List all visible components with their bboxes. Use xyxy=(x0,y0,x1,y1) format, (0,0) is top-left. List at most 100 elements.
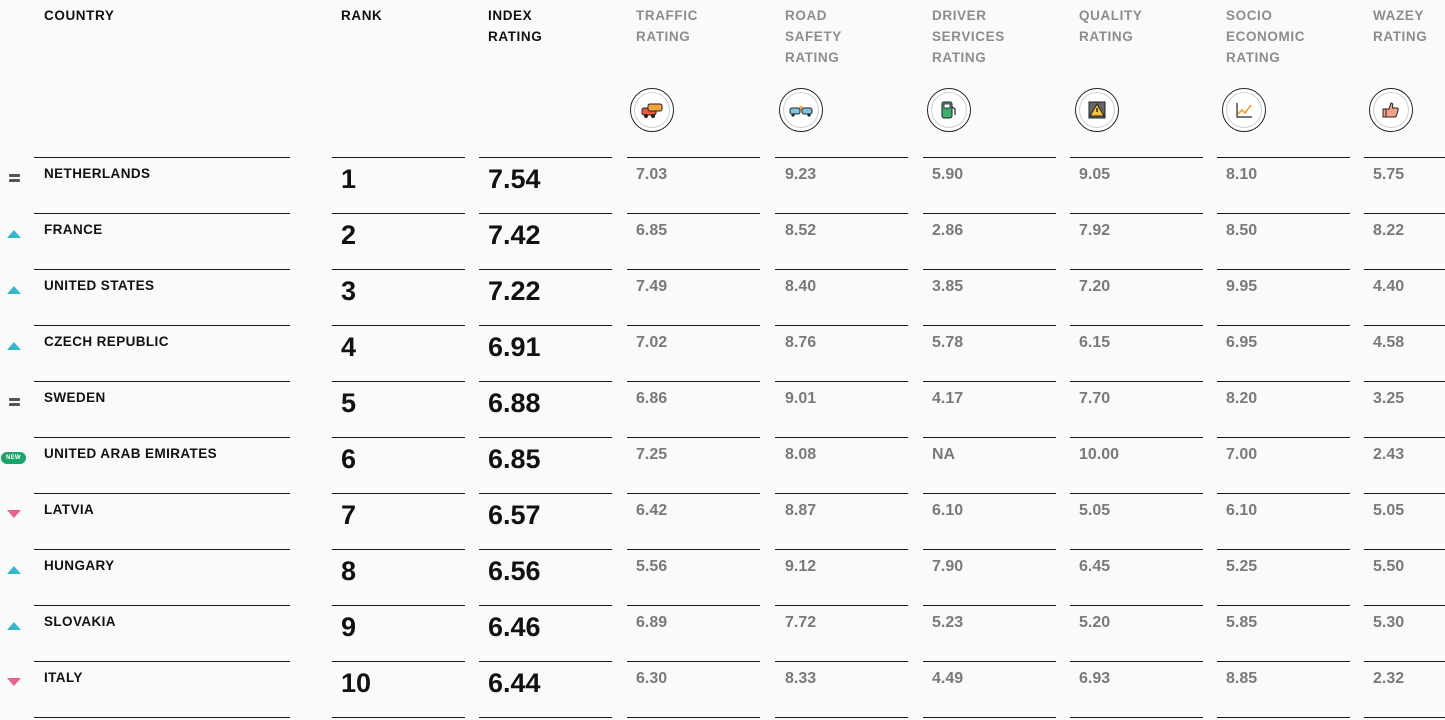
cell-wazey: 4.40 xyxy=(1373,278,1405,295)
cell-wazey: 2.43 xyxy=(1373,446,1405,463)
table-row[interactable]: CZECH REPUBLIC 4 6.91 7.02 8.76 5.78 6.15 6.95 4… xyxy=(0,325,1445,381)
row-divider xyxy=(1364,269,1445,270)
row-divider xyxy=(479,549,612,550)
cell-quality: 6.93 xyxy=(1079,670,1111,687)
row-divider xyxy=(1364,213,1445,214)
row-divider xyxy=(923,605,1056,606)
row-divider xyxy=(1070,605,1203,606)
cell-traffic: 7.02 xyxy=(636,334,668,351)
cell-driver-services: 5.78 xyxy=(932,334,964,351)
cell-traffic: 5.56 xyxy=(636,558,668,575)
row-divider xyxy=(1364,605,1445,606)
cell-country: HUNGARY xyxy=(44,558,115,573)
table-row[interactable]: HUNGARY 8 6.56 5.56 9.12 7.90 6.45 5.25 5.50 xyxy=(0,549,1445,605)
row-divider xyxy=(775,157,908,158)
row-divider xyxy=(1070,325,1203,326)
table-row[interactable]: SWEDEN 5 6.88 6.86 9.01 4.17 7.70 8.20 3.25 xyxy=(0,381,1445,437)
cell-quality: 10.00 xyxy=(1079,446,1120,463)
cell-quality: 7.70 xyxy=(1079,390,1111,407)
header-traffic-rating[interactable]: TRAFFIC RATING xyxy=(636,8,698,44)
row-divider xyxy=(1070,717,1203,718)
cell-socio: 8.85 xyxy=(1226,670,1258,687)
table-row[interactable]: NETHERLANDS 1 7.54 7.03 9.23 5.90 9.05 8.10 5.75 xyxy=(0,157,1445,213)
cell-traffic: 6.42 xyxy=(636,502,668,519)
cell-quality: 7.20 xyxy=(1079,278,1111,295)
table-row[interactable]: ITALY 10 6.44 6.30 8.33 4.49 6.93 8.85 2.32 xyxy=(0,661,1445,717)
row-divider xyxy=(1217,437,1350,438)
cell-driver-services: 4.49 xyxy=(932,670,964,687)
row-divider xyxy=(627,213,760,214)
row-divider xyxy=(332,213,465,214)
header-socio-economic-rating[interactable]: SOCIO ECONOMIC RATING xyxy=(1226,8,1306,65)
row-divider xyxy=(627,157,760,158)
row-divider xyxy=(479,381,612,382)
row-divider xyxy=(1364,549,1445,550)
row-divider xyxy=(332,493,465,494)
row-divider xyxy=(1070,661,1203,662)
row-divider xyxy=(1364,325,1445,326)
row-divider xyxy=(627,381,760,382)
cell-index: 6.44 xyxy=(488,668,541,698)
row-divider xyxy=(923,717,1056,718)
cell-country: LATVIA xyxy=(44,502,95,517)
header-country[interactable]: COUNTRY xyxy=(44,8,115,23)
table-row[interactable]: LATVIA 7 6.57 6.42 8.87 6.10 5.05 6.10 5.05 xyxy=(0,493,1445,549)
cell-country: ITALY xyxy=(44,670,83,685)
row-divider xyxy=(627,549,760,550)
row-divider xyxy=(627,437,760,438)
row-divider xyxy=(923,325,1056,326)
table-row[interactable]: FRANCE 2 7.42 6.85 8.52 2.86 7.92 8.50 8.22 xyxy=(0,213,1445,269)
row-divider xyxy=(923,661,1056,662)
header-driver-services-rating[interactable]: DRIVER SERVICES RATING xyxy=(932,8,1005,65)
cell-road-safety: 8.08 xyxy=(785,446,817,463)
cell-index: 6.85 xyxy=(488,444,541,474)
cell-traffic: 7.49 xyxy=(636,278,668,295)
cell-rank: 9 xyxy=(341,612,357,642)
trend-down-icon xyxy=(4,507,26,521)
row-divider xyxy=(1070,437,1203,438)
header-rank[interactable]: RANK xyxy=(341,8,383,23)
trend-up-icon xyxy=(4,619,26,633)
row-divider xyxy=(1070,269,1203,270)
row-divider xyxy=(1217,269,1350,270)
table-row[interactable]: SLOVAKIA 9 6.46 6.89 7.72 5.23 5.20 5.85 5.30 xyxy=(0,605,1445,661)
cell-quality: 7.92 xyxy=(1079,222,1111,239)
row-divider xyxy=(775,661,908,662)
row-divider xyxy=(1364,661,1445,662)
cell-driver-services: 4.17 xyxy=(932,390,964,407)
cell-rank: 2 xyxy=(341,220,357,250)
cell-socio: 6.10 xyxy=(1226,502,1258,519)
traffic-jam-icon xyxy=(630,88,674,132)
row-divider xyxy=(775,325,908,326)
row-divider xyxy=(479,325,612,326)
cell-socio: 6.95 xyxy=(1226,334,1258,351)
trend-up-icon xyxy=(4,563,26,577)
cell-driver-services: 6.10 xyxy=(932,502,964,519)
table-row[interactable]: NEW UNITED ARAB EMIRATES 6 6.85 7.25 8.08 NA 10… xyxy=(0,437,1445,493)
row-divider xyxy=(627,269,760,270)
row-divider xyxy=(1217,157,1350,158)
row-divider xyxy=(1364,717,1445,718)
cell-wazey: 5.50 xyxy=(1373,558,1405,575)
trend-up-icon xyxy=(4,339,26,353)
cell-country: UNITED ARAB EMIRATES xyxy=(44,446,217,461)
cell-country: UNITED STATES xyxy=(44,278,155,293)
cell-rank: 3 xyxy=(341,276,357,306)
cell-road-safety: 8.40 xyxy=(785,278,817,295)
cell-road-safety: 7.72 xyxy=(785,614,817,631)
row-divider xyxy=(923,493,1056,494)
row-divider xyxy=(479,661,612,662)
header-road-safety-rating[interactable]: ROAD SAFETY RATING xyxy=(785,8,842,65)
row-divider xyxy=(332,605,465,606)
row-divider xyxy=(332,437,465,438)
row-divider xyxy=(479,493,612,494)
header-index-rating[interactable]: INDEX RATING xyxy=(488,8,543,44)
trend-down-icon xyxy=(4,675,26,689)
trend-unchanged-icon xyxy=(4,395,26,409)
row-divider xyxy=(923,549,1056,550)
header-wazey-rating[interactable]: WAZEY RATING xyxy=(1373,8,1428,44)
table-row[interactable]: UNITED STATES 3 7.22 7.49 8.40 3.85 7.20 9.95 4.… xyxy=(0,269,1445,325)
row-divider xyxy=(479,213,612,214)
header-quality-rating[interactable]: QUALITY RATING xyxy=(1079,8,1143,44)
cell-road-safety: 9.12 xyxy=(785,558,817,575)
